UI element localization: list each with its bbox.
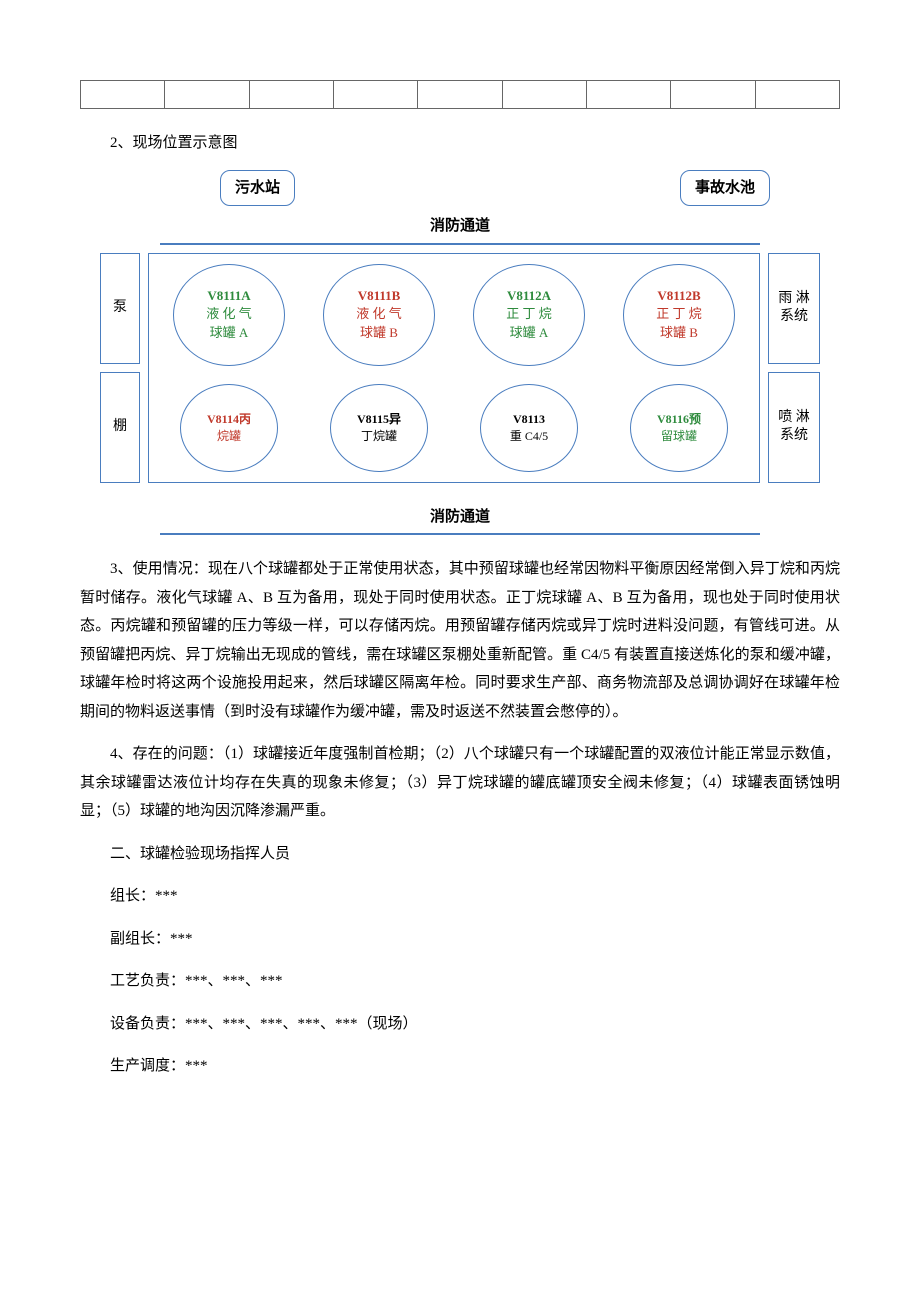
tank-code: V8116预: [657, 411, 701, 427]
tank-line1: 正 丁 烷: [506, 305, 552, 323]
box-accident-pool: 事故水池: [680, 170, 770, 207]
tank-row-1: V8111A液 化 气球罐 AV8111B液 化 气球罐 BV8112A正 丁 …: [159, 264, 749, 366]
side-deluge-l1: 雨 淋: [778, 290, 810, 308]
tank-line2: 球罐 A: [510, 324, 549, 342]
para-problems: 4、存在的问题：（1）球罐接近年度强制首检期；（2）八个球罐只有一个球罐配置的双…: [80, 740, 840, 826]
tank-V8112A: V8112A正 丁 烷球罐 A: [473, 264, 585, 366]
side-deluge: 雨 淋 系统: [768, 253, 820, 364]
table-cell: [586, 81, 670, 109]
site-diagram: 污水站 事故水池 消防通道 泵 棚 V8111A液 化 气球罐 AV8111B液…: [100, 170, 820, 536]
fire-lane-bottom: 消防通道: [160, 503, 760, 536]
tank-V8112B: V8112B正 丁 烷球罐 B: [623, 264, 735, 366]
tank-code: V8114丙: [207, 411, 251, 427]
side-deluge-l2: 系统: [780, 308, 808, 326]
tank-line1: 液 化 气: [206, 305, 252, 323]
tank-code: V8112A: [507, 287, 551, 305]
table-cell: [502, 81, 586, 109]
table-cell: [671, 81, 755, 109]
tank-code: V8111B: [358, 287, 401, 305]
side-shed-label: 棚: [113, 418, 127, 436]
tank-code: V8113: [513, 411, 545, 427]
side-shed: 棚: [100, 372, 140, 483]
section-personnel: 二、球罐检验现场指挥人员: [80, 840, 840, 869]
side-spray-l1: 喷 淋: [778, 409, 810, 427]
role-dispatch: 生产调度：***: [80, 1052, 840, 1081]
tank-V8116预: V8116预留球罐: [630, 384, 728, 472]
para-usage: 3、使用情况：现在八个球罐都处于正常使用状态，其中预留球罐也经常因物料平衡原因经…: [80, 555, 840, 726]
side-pump: 泵: [100, 253, 140, 364]
table-cell: [333, 81, 417, 109]
table-cell: [81, 81, 165, 109]
tank-line2: 球罐 B: [360, 324, 398, 342]
table-cell: [249, 81, 333, 109]
tank-line1: 正 丁 烷: [656, 305, 702, 323]
side-spray-l2: 系统: [780, 427, 808, 445]
tank-V8111A: V8111A液 化 气球罐 A: [173, 264, 285, 366]
empty-table: [80, 80, 840, 109]
table-cell: [418, 81, 502, 109]
side-pump-label: 泵: [113, 299, 127, 317]
tank-line1: 丁烷罐: [361, 428, 397, 444]
role-leader: 组长：***: [80, 882, 840, 911]
tank-row-2: V8114丙烷罐 V8115异丁烷罐 V8113重 C4/5 V8116预留球罐: [159, 384, 749, 472]
tank-line2: 球罐 B: [660, 324, 698, 342]
role-equipment: 设备负责：***、***、***、***、***（现场）: [80, 1010, 840, 1039]
tank-code: V8112B: [657, 287, 700, 305]
tank-line1: 液 化 气: [356, 305, 402, 323]
fire-lane-top: 消防通道: [160, 212, 760, 245]
role-deputy: 副组长：***: [80, 925, 840, 954]
role-process: 工艺负责：***、***、***: [80, 967, 840, 996]
tank-area: V8111A液 化 气球罐 AV8111B液 化 气球罐 BV8112A正 丁 …: [148, 253, 760, 483]
heading-diagram: 2、现场位置示意图: [80, 129, 840, 158]
tank-V8115异: V8115异丁烷罐: [330, 384, 428, 472]
box-sewage-station: 污水站: [220, 170, 295, 207]
tank-line1: 烷罐: [217, 428, 241, 444]
tank-line2: 球罐 A: [210, 324, 249, 342]
tank-V8111B: V8111B液 化 气球罐 B: [323, 264, 435, 366]
side-spray: 喷 淋 系统: [768, 372, 820, 483]
tank-V8113: V8113重 C4/5: [480, 384, 578, 472]
tank-V8114丙: V8114丙烷罐: [180, 384, 278, 472]
tank-code: V8115异: [357, 411, 401, 427]
tank-line1: 留球罐: [661, 428, 697, 444]
tank-line1: 重 C4/5: [510, 428, 548, 444]
table-cell: [165, 81, 249, 109]
tank-code: V8111A: [207, 287, 250, 305]
table-cell: [755, 81, 839, 109]
